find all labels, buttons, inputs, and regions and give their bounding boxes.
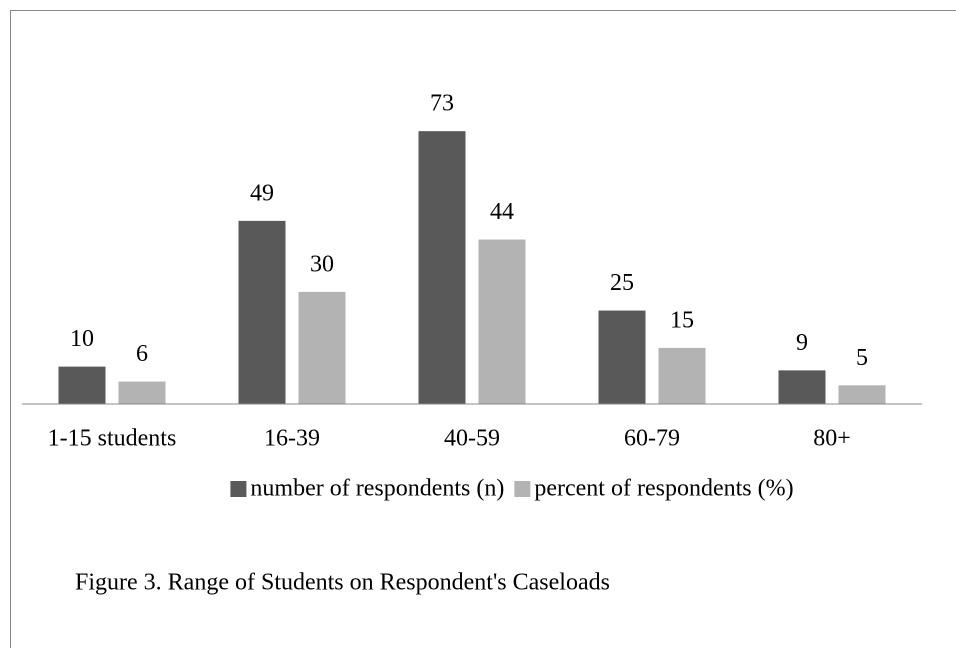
bar: [418, 131, 466, 404]
data-label: 10: [70, 326, 94, 352]
bar: [118, 381, 166, 404]
data-label: 30: [310, 251, 334, 277]
bar: [598, 310, 646, 404]
frame: [10, 10, 956, 648]
x-tick-label: 1-15 students: [48, 426, 177, 452]
data-label: 25: [610, 270, 634, 296]
data-label: 49: [250, 180, 274, 206]
data-label: 44: [490, 199, 514, 225]
bar: [778, 370, 826, 404]
bar: [478, 239, 526, 404]
x-tick-label: 16-39: [264, 426, 320, 452]
bar: [58, 366, 106, 404]
data-label: 6: [136, 341, 148, 367]
bar: [838, 385, 886, 404]
legend-label: percent of respondents (%): [534, 476, 793, 502]
data-label: 15: [670, 307, 694, 333]
data-label: 9: [796, 330, 808, 356]
data-label: 5: [856, 345, 868, 371]
data-label: 73: [430, 91, 454, 117]
bar: [238, 220, 286, 404]
caption: Figure 3. Range of Students on Responden…: [75, 570, 610, 596]
x-tick-label: 40-59: [444, 426, 500, 452]
bar: [298, 291, 346, 404]
x-tick-label: 60-79: [624, 426, 680, 452]
bar: [658, 347, 706, 404]
legend-swatch: [230, 481, 247, 497]
legend-label: number of respondents (n): [250, 476, 504, 502]
x-tick-label: 80+: [813, 426, 851, 452]
legend-swatch: [514, 481, 531, 497]
